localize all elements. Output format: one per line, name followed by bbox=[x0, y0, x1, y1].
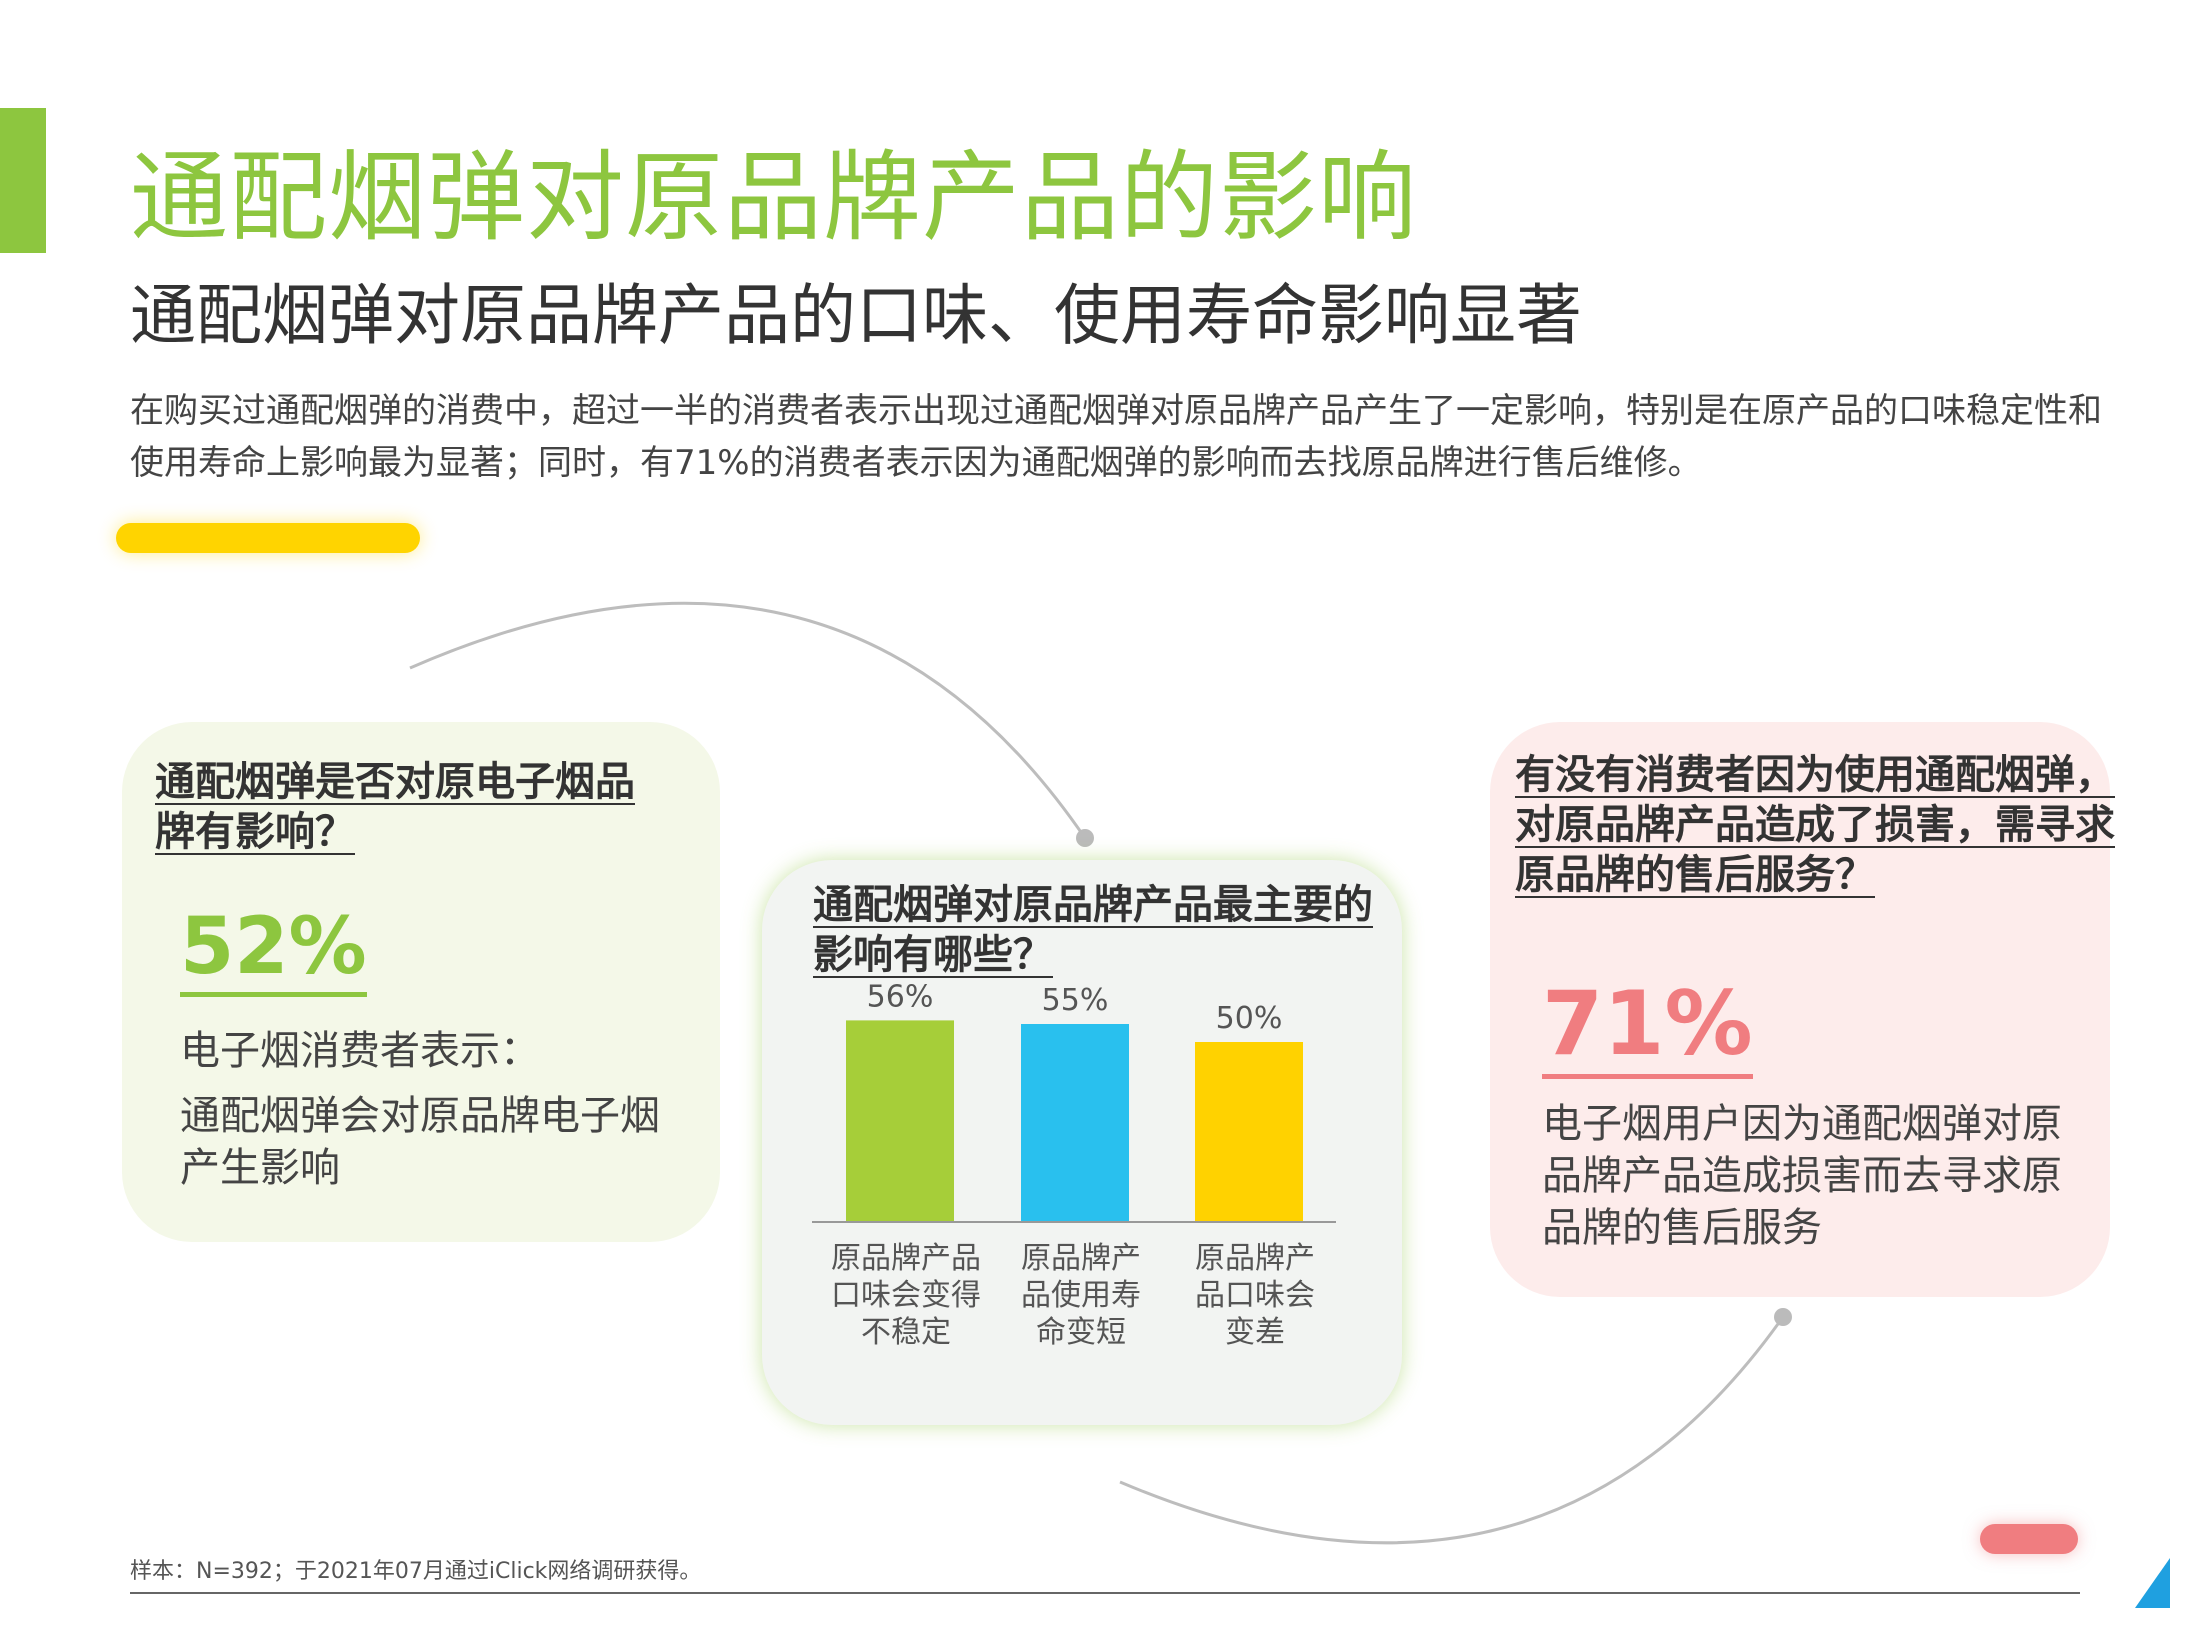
left-card-label: 电子烟消费者表示： bbox=[180, 1028, 540, 1074]
page-subtitle: 通配烟弹对原品牌产品的口味、使用寿命影响显著 bbox=[130, 277, 1582, 354]
category-label-2-line-3: 命变短 bbox=[1036, 1315, 1126, 1350]
bar-1 bbox=[846, 1020, 954, 1222]
category-label-2-line-1: 原品牌产 bbox=[1021, 1241, 1141, 1276]
left-card bbox=[122, 722, 720, 1242]
bottom-arc bbox=[1119, 1316, 1785, 1545]
left-card-stat: 52% bbox=[180, 908, 367, 997]
left-card-question: 通配烟弹是否对原电子烟品牌有影响？ bbox=[155, 759, 635, 855]
pink-highlight-pill bbox=[1980, 1524, 2078, 1554]
top-arc-dot bbox=[1076, 829, 1094, 847]
category-label-1-line-1: 原品牌产品 bbox=[831, 1241, 981, 1276]
page-title: 通配烟弹对原品牌产品的影响 bbox=[130, 141, 1418, 255]
category-label-3-line-3: 变差 bbox=[1225, 1315, 1285, 1350]
category-label-3-line-1: 原品牌产 bbox=[1195, 1241, 1315, 1276]
data-label-1: 56% bbox=[867, 979, 934, 1014]
intro-paragraph: 在购买过通配烟弹的消费中，超过一半的消费者表示出现过通配烟弹对原品牌产品产生了一… bbox=[130, 391, 2102, 483]
yellow-highlight-pill bbox=[116, 523, 420, 553]
bar-3 bbox=[1195, 1042, 1303, 1222]
data-label-3: 50% bbox=[1216, 1001, 1283, 1036]
bottom-arc-dot bbox=[1774, 1308, 1792, 1326]
right-card bbox=[1490, 722, 2110, 1297]
sample-footnote: 样本：N=392；于2021年07月通过iClick网络调研获得。 bbox=[130, 1559, 702, 1584]
footer-divider bbox=[130, 1592, 2080, 1594]
right-card-question: 有没有消费者因为使用通配烟弹，对原品牌产品造成了损害，需寻求原品牌的售后服务？ bbox=[1515, 752, 2115, 898]
left-card-description: 通配烟弹会对原品牌电子烟产生影响 bbox=[180, 1093, 660, 1191]
category-label-3-line-2: 品口味会 bbox=[1195, 1278, 1315, 1313]
accent-bar bbox=[0, 108, 46, 253]
bar-2 bbox=[1021, 1024, 1129, 1222]
right-card-stat: 71% bbox=[1542, 980, 1753, 1079]
top-arc bbox=[409, 601, 1087, 839]
data-label-2: 55% bbox=[1042, 983, 1109, 1018]
right-card-description: 电子烟用户因为通配烟弹对原品牌产品造成损害而去寻求原品牌的售后服务 bbox=[1542, 1101, 2062, 1251]
category-label-1-line-3: 不稳定 bbox=[861, 1315, 951, 1350]
category-label-1-line-2: 口味会变得 bbox=[831, 1278, 981, 1313]
middle-card-question: 通配烟弹对原品牌产品最主要的影响有哪些？ bbox=[813, 882, 1373, 978]
category-label-2-line-2: 品使用寿 bbox=[1021, 1278, 1141, 1313]
corner-logo-mark bbox=[2135, 1558, 2170, 1608]
